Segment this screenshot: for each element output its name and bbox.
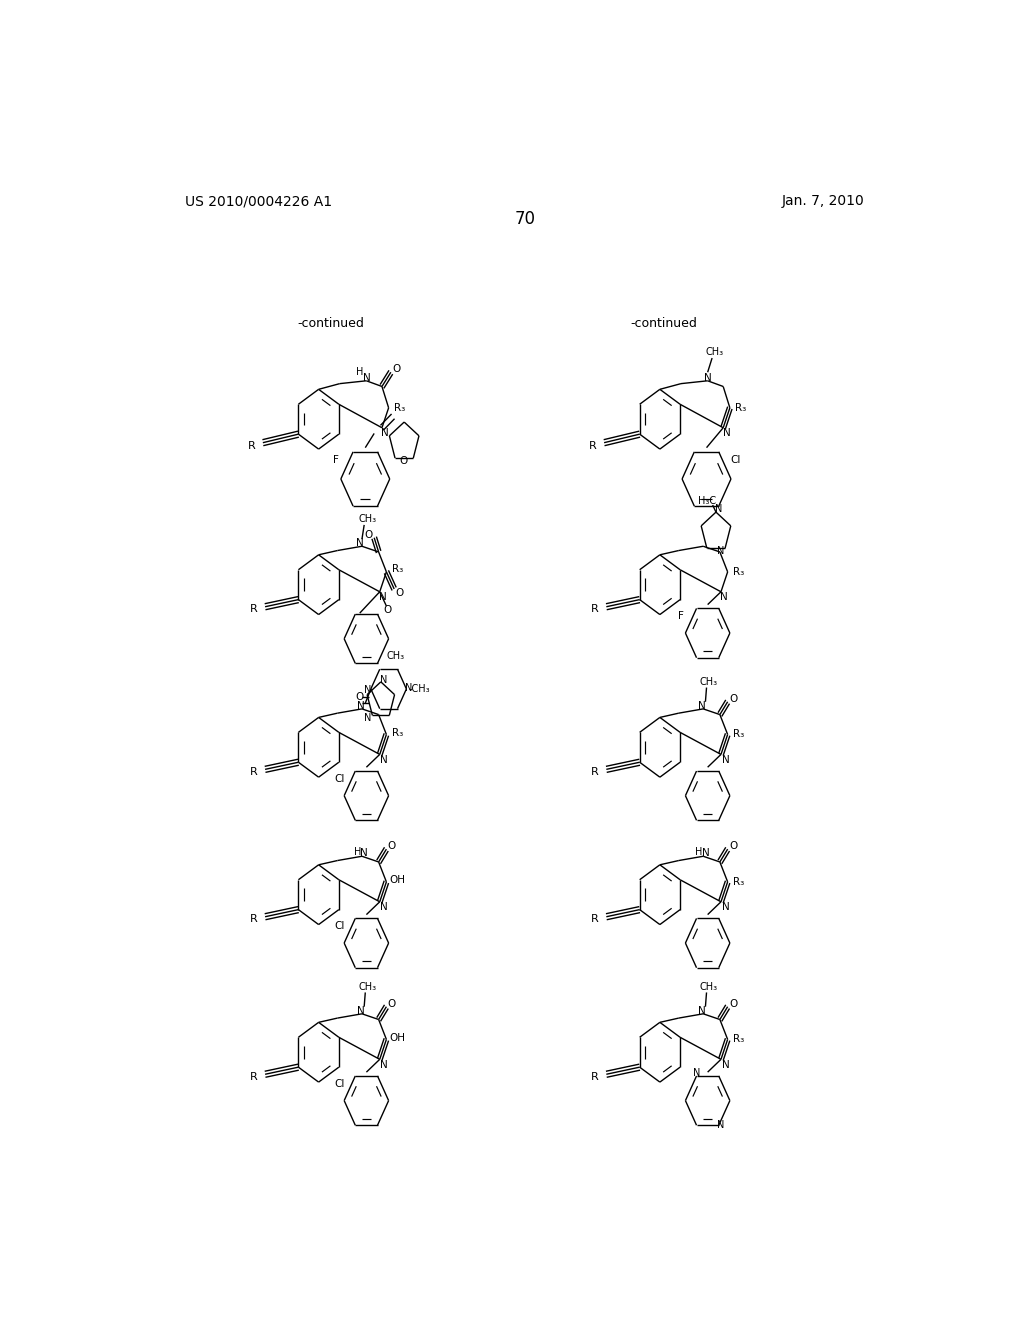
Text: H: H [695, 847, 702, 857]
Text: Jan. 7, 2010: Jan. 7, 2010 [781, 194, 864, 209]
Text: R₃: R₃ [733, 876, 744, 887]
Text: O: O [729, 999, 737, 1008]
Text: O: O [392, 364, 400, 375]
Text: R₃: R₃ [392, 564, 403, 574]
Text: N: N [693, 1068, 700, 1078]
Text: N: N [362, 374, 371, 383]
Text: N: N [357, 1006, 365, 1016]
Text: OH: OH [389, 875, 406, 886]
Text: -continued: -continued [630, 317, 697, 330]
Text: F: F [334, 455, 339, 466]
Text: R: R [591, 767, 599, 776]
Text: Cl: Cl [335, 774, 345, 784]
Text: O: O [729, 841, 737, 851]
Text: CH₃: CH₃ [699, 982, 718, 991]
Text: N: N [703, 374, 712, 383]
Text: N: N [364, 685, 371, 696]
Text: CH₃: CH₃ [358, 515, 377, 524]
Text: N: N [365, 713, 372, 723]
Text: O: O [729, 694, 737, 704]
Text: H₃C: H₃C [698, 496, 716, 506]
Text: O: O [388, 999, 396, 1008]
Text: H: H [354, 847, 361, 857]
Text: Cl: Cl [335, 1078, 345, 1089]
Text: N: N [380, 755, 388, 766]
Text: R: R [589, 441, 597, 450]
Text: N: N [360, 849, 368, 858]
Text: N: N [722, 755, 729, 766]
Text: N: N [717, 546, 724, 556]
Text: F: F [678, 611, 684, 620]
Text: -CH₃: -CH₃ [409, 684, 430, 694]
Text: H: H [356, 367, 364, 378]
Text: N: N [721, 593, 728, 602]
Text: R: R [248, 441, 256, 450]
Text: N: N [357, 701, 365, 711]
Text: O: O [395, 589, 403, 598]
Text: R₃: R₃ [733, 730, 744, 739]
Text: R: R [250, 913, 258, 924]
Text: R₃: R₃ [392, 729, 403, 738]
Text: R₃: R₃ [733, 566, 744, 577]
Text: O: O [355, 693, 364, 702]
Text: 70: 70 [514, 210, 536, 228]
Text: N: N [379, 593, 387, 602]
Text: CH₃: CH₃ [706, 347, 723, 358]
Text: N: N [381, 429, 389, 438]
Text: OH: OH [389, 1034, 406, 1043]
Text: Cl: Cl [730, 455, 740, 466]
Text: N: N [381, 676, 388, 685]
Text: N: N [698, 1006, 706, 1016]
Text: N: N [698, 701, 706, 711]
Text: N: N [715, 504, 722, 515]
Text: R: R [250, 767, 258, 776]
Text: N: N [380, 903, 388, 912]
Text: O: O [388, 841, 396, 851]
Text: CH₃: CH₃ [358, 982, 377, 991]
Text: Cl: Cl [335, 921, 345, 931]
Text: N: N [723, 429, 730, 438]
Text: R: R [591, 1072, 599, 1081]
Text: US 2010/0004226 A1: US 2010/0004226 A1 [185, 194, 332, 209]
Text: R₃: R₃ [733, 1035, 744, 1044]
Text: N: N [722, 903, 729, 912]
Text: N: N [356, 539, 364, 548]
Text: N: N [404, 682, 413, 693]
Text: R: R [250, 605, 258, 614]
Text: N: N [722, 1060, 729, 1071]
Text: N: N [701, 849, 710, 858]
Text: CH₃: CH₃ [386, 651, 404, 661]
Text: R₃: R₃ [735, 403, 746, 413]
Text: O: O [383, 606, 391, 615]
Text: O: O [399, 455, 408, 466]
Text: N: N [717, 1121, 725, 1130]
Text: R: R [591, 605, 599, 614]
Text: N: N [380, 1060, 388, 1071]
Text: CH₃: CH₃ [699, 677, 718, 686]
Text: -continued: -continued [297, 317, 364, 330]
Text: O: O [365, 529, 373, 540]
Text: R: R [250, 1072, 258, 1081]
Text: R₃: R₃ [394, 403, 406, 413]
Text: R: R [591, 913, 599, 924]
